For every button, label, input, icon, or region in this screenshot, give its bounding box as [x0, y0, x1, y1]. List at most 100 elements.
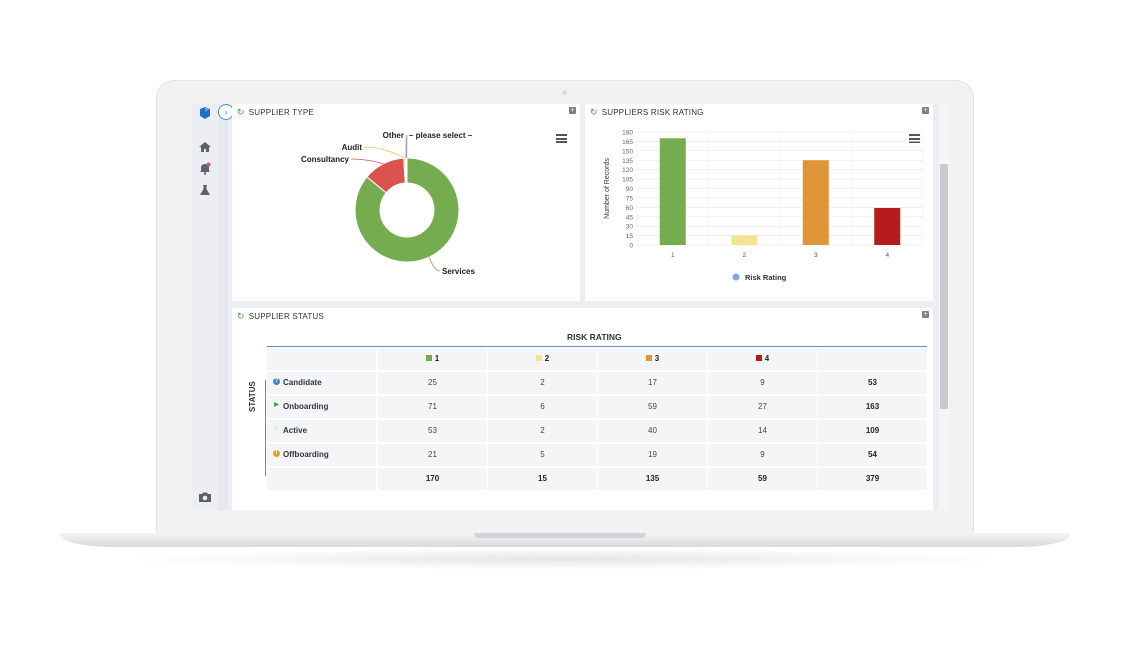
pie-label: Services — [442, 267, 475, 276]
header-corner — [267, 348, 376, 370]
bell-icon[interactable] — [198, 161, 212, 175]
flask-icon[interactable] — [198, 183, 212, 197]
refresh-icon[interactable]: ↻ — [590, 107, 598, 117]
column-label: 3 — [654, 354, 660, 363]
y-tick-label: 45 — [626, 214, 634, 221]
home-icon[interactable] — [198, 140, 212, 154]
table-title: RISK RATING — [567, 332, 622, 342]
question-icon: ? — [273, 378, 280, 386]
play-icon: ▶ — [274, 402, 279, 409]
y-tick-label: 15 — [626, 233, 634, 240]
legend-swatch — [645, 354, 652, 361]
row-label: Onboarding — [283, 402, 329, 411]
bar-3 — [802, 160, 829, 245]
pie-slice-4 — [405, 157, 408, 184]
panel-title: SUPPLIER TYPE — [248, 108, 314, 117]
pie-label: Other — [383, 131, 404, 140]
laptop-base — [60, 533, 1070, 547]
y-tick-label: 150 — [622, 148, 633, 155]
expand-icon[interactable]: + — [569, 107, 576, 114]
refresh-icon[interactable]: ↻ — [237, 107, 245, 117]
table-header-row: 1 2 3 4 — [267, 348, 927, 370]
column-label: 4 — [764, 354, 770, 363]
risk-rating-bar-chart: 0 15 30 45 60 75 90 105 120 135 150 165 180 1 2 3 4 Numbe… — [604, 130, 924, 282]
bar-4 — [874, 207, 901, 245]
row-header: ◌ Active — [267, 420, 376, 442]
panel-title: SUPPLIER STATUS — [248, 312, 324, 321]
table-cell: 5 — [488, 444, 597, 466]
row-label: Candidate — [283, 378, 322, 387]
pie-connector-0 — [428, 256, 441, 272]
table-row: ? Candidate 25 2 17 9 53 — [267, 372, 927, 394]
y-tick-label: 30 — [626, 224, 634, 231]
x-tick-label: 1 — [671, 252, 675, 259]
warning-icon: ! — [273, 450, 280, 458]
column-total: 15 — [488, 468, 597, 490]
scrollbar-thumb[interactable] — [940, 164, 948, 409]
row-header: ▶ Onboarding — [267, 396, 376, 418]
logo-icon[interactable] — [198, 106, 212, 120]
spinner-icon: ◌ — [274, 426, 279, 433]
table-row: ◌ Active 53 2 40 14 109 — [267, 420, 927, 442]
legend-label: Risk Rating — [745, 273, 787, 282]
y-tick-label: 75 — [626, 195, 634, 202]
sidebar — [192, 104, 218, 510]
column-header: 1 — [378, 348, 487, 370]
legend-swatch — [425, 354, 432, 361]
laptop-notch — [474, 533, 646, 538]
y-tick-label: 90 — [626, 186, 634, 193]
y-tick-label: 135 — [622, 158, 633, 165]
column-header: 3 — [598, 348, 707, 370]
y-tick-label: 60 — [626, 205, 634, 212]
row-header: ? Candidate — [267, 372, 376, 394]
laptop-camera — [562, 90, 567, 95]
table-cell: 2 — [488, 420, 597, 442]
risk-rating-panel: ↻ SUPPLIERS RISK RATING + 0 15 30 45 60 75 90 10… — [585, 104, 933, 301]
row-total: 53 — [818, 372, 927, 394]
sidebar-toggle-button[interactable]: › — [218, 104, 234, 120]
camera-icon[interactable] — [198, 490, 212, 504]
table-cell: 6 — [488, 396, 597, 418]
supplier-type-panel: ↻ SUPPLIER TYPE + Services Consultancy Audi… — [232, 104, 580, 301]
column-label: 2 — [544, 354, 550, 363]
supplier-type-donut-chart: Services Consultancy Audit Other – please se… — [301, 131, 475, 276]
table-cell: 71 — [378, 396, 487, 418]
row-axis-label: STATUS — [248, 381, 257, 412]
menu-icon[interactable] — [909, 134, 920, 143]
sidebar-rail — [218, 120, 228, 510]
table-title-divider — [267, 346, 927, 347]
column-total: 135 — [598, 468, 707, 490]
y-tick-label: 165 — [622, 139, 633, 146]
pie-label: – please select – — [409, 131, 473, 140]
expand-icon[interactable]: + — [922, 311, 929, 318]
table-cell: 59 — [598, 396, 707, 418]
totals-corner — [267, 468, 376, 490]
row-label: Offboarding — [283, 450, 329, 459]
legend-swatch — [755, 354, 762, 361]
table-cell: 40 — [598, 420, 707, 442]
table-cell: 21 — [378, 444, 487, 466]
expand-icon[interactable]: + — [922, 107, 929, 114]
table-cell: 53 — [378, 420, 487, 442]
table-row: ! Offboarding 21 5 19 9 54 — [267, 444, 927, 466]
column-header — [818, 348, 927, 370]
row-label: Active — [283, 426, 308, 435]
y-tick-label: 105 — [622, 177, 633, 184]
refresh-icon[interactable]: ↻ — [237, 311, 245, 321]
table-cell: 9 — [708, 444, 817, 466]
app-screen: › ↻ SUPPLIER TYPE + Services Consultancy Au… — [192, 104, 949, 510]
bar-1 — [659, 138, 686, 245]
row-axis-divider — [265, 380, 266, 476]
bar-2 — [731, 235, 758, 245]
pie-connector-1 — [350, 158, 384, 165]
table-totals-row: 170 15 135 59 379 — [267, 468, 927, 490]
legend-swatch — [535, 354, 542, 361]
x-tick-label: 2 — [742, 252, 746, 259]
y-tick-label: 180 — [622, 130, 633, 137]
menu-icon[interactable] — [556, 134, 567, 143]
pie-connector-2 — [363, 146, 405, 159]
column-total: 379 — [818, 468, 927, 490]
column-total: 59 — [708, 468, 817, 490]
row-header: ! Offboarding — [267, 444, 376, 466]
